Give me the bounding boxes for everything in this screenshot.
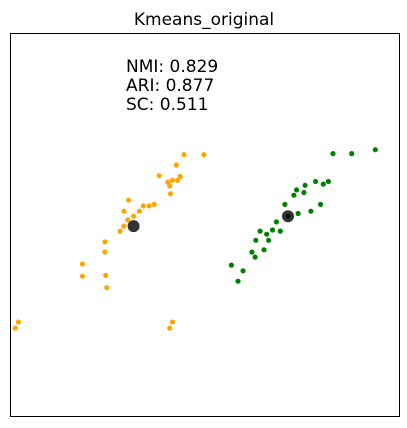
scatter-point-cluster-1-30 (167, 325, 173, 331)
scatter-point-cluster-1-28 (12, 325, 18, 331)
scatter-point-cluster-2-2 (349, 151, 355, 157)
scatter-point-cluster-2-22 (253, 237, 259, 243)
scatter-point-cluster-2-25 (252, 254, 258, 260)
scatter-point-cluster-2-19 (277, 228, 283, 234)
scatter-point-cluster-1-29 (169, 319, 175, 325)
scatter-point-cluster-2-9 (301, 189, 307, 196)
scatter-point-cluster-2-28 (235, 278, 241, 284)
scatter-point-cluster-2-10 (291, 192, 297, 198)
scatter-point-cluster-1-18 (125, 217, 131, 223)
scatter-point-cluster-2-18 (257, 228, 263, 234)
scatter-point-cluster-1-15 (121, 208, 127, 214)
scatter-point-cluster-2-7 (302, 182, 308, 188)
scatter-point-cluster-1-2 (201, 152, 207, 158)
plot-frame (10, 33, 400, 417)
scatter-point-cluster-1-8 (177, 173, 183, 180)
scatter-point-cluster-1-11 (126, 197, 132, 203)
centroid-2 (282, 210, 294, 223)
scatter-point-cluster-2-4 (325, 178, 331, 185)
scatter-point-cluster-2-13 (308, 208, 314, 214)
scatter-point-cluster-1-19 (121, 223, 127, 229)
sc-annotation: SC: 0.511 (126, 95, 208, 115)
scatter-point-cluster-1-26 (79, 273, 85, 279)
scatter-point-cluster-1-23 (103, 272, 109, 278)
scatter-point-cluster-2-14 (295, 210, 301, 217)
scatter-point-cluster-1-22 (102, 249, 108, 255)
scatter-point-cluster-1-9 (167, 183, 173, 189)
scatter-point-cluster-1-25 (79, 261, 85, 267)
scatter-point-cluster-1-20 (117, 228, 123, 234)
scatter-point-cluster-2-27 (240, 268, 246, 274)
scatter-point-cluster-2-26 (228, 262, 234, 268)
scatter-point-cluster-1-6 (169, 177, 175, 183)
scatter-point-cluster-2-1 (372, 147, 378, 153)
data-points (12, 147, 378, 331)
scatter-point-cluster-2-5 (313, 178, 319, 185)
scatter-point-cluster-1-16 (136, 208, 142, 214)
scatter-point-cluster-1-13 (146, 203, 152, 209)
scatter-point-cluster-2-23 (261, 247, 267, 253)
scatter-point-cluster-2-11 (282, 201, 288, 207)
scatter-point-cluster-2-24 (249, 249, 255, 255)
scatter-point-cluster-1-17 (131, 213, 137, 219)
chart-title: Kmeans_original (134, 10, 274, 30)
scatter-point-cluster-2-21 (266, 237, 272, 243)
scatter-point-cluster-1-12 (151, 201, 157, 207)
scatter-point-cluster-1-3 (173, 162, 179, 168)
scatter-point-cluster-1-14 (140, 203, 146, 209)
centroids (127, 210, 294, 233)
scatter-point-cluster-2-6 (320, 181, 326, 187)
scatter-point-cluster-2-17 (269, 227, 276, 233)
scatter-point-cluster-2-12 (318, 201, 324, 207)
scatter-point-cluster-1-7 (174, 177, 181, 183)
scatter-point-cluster-1-1 (181, 152, 187, 158)
scatter-point-cluster-1-24 (104, 285, 110, 291)
centroid-1 (127, 220, 140, 233)
scatter-point-cluster-1-21 (102, 239, 108, 245)
scatter-point-cluster-2-3 (330, 151, 336, 157)
nmi-annotation: NMI: 0.829 (126, 57, 218, 77)
scatter-point-cluster-2-20 (264, 231, 270, 237)
scatter-point-cluster-2-8 (294, 187, 300, 193)
scatter-point-cluster-1-4 (156, 173, 162, 179)
scatter-point-cluster-1-27 (15, 319, 21, 325)
ari-annotation: ARI: 0.877 (126, 76, 214, 96)
scatter-point-cluster-2-16 (273, 219, 279, 225)
scatter-point-cluster-1-10 (167, 191, 174, 197)
